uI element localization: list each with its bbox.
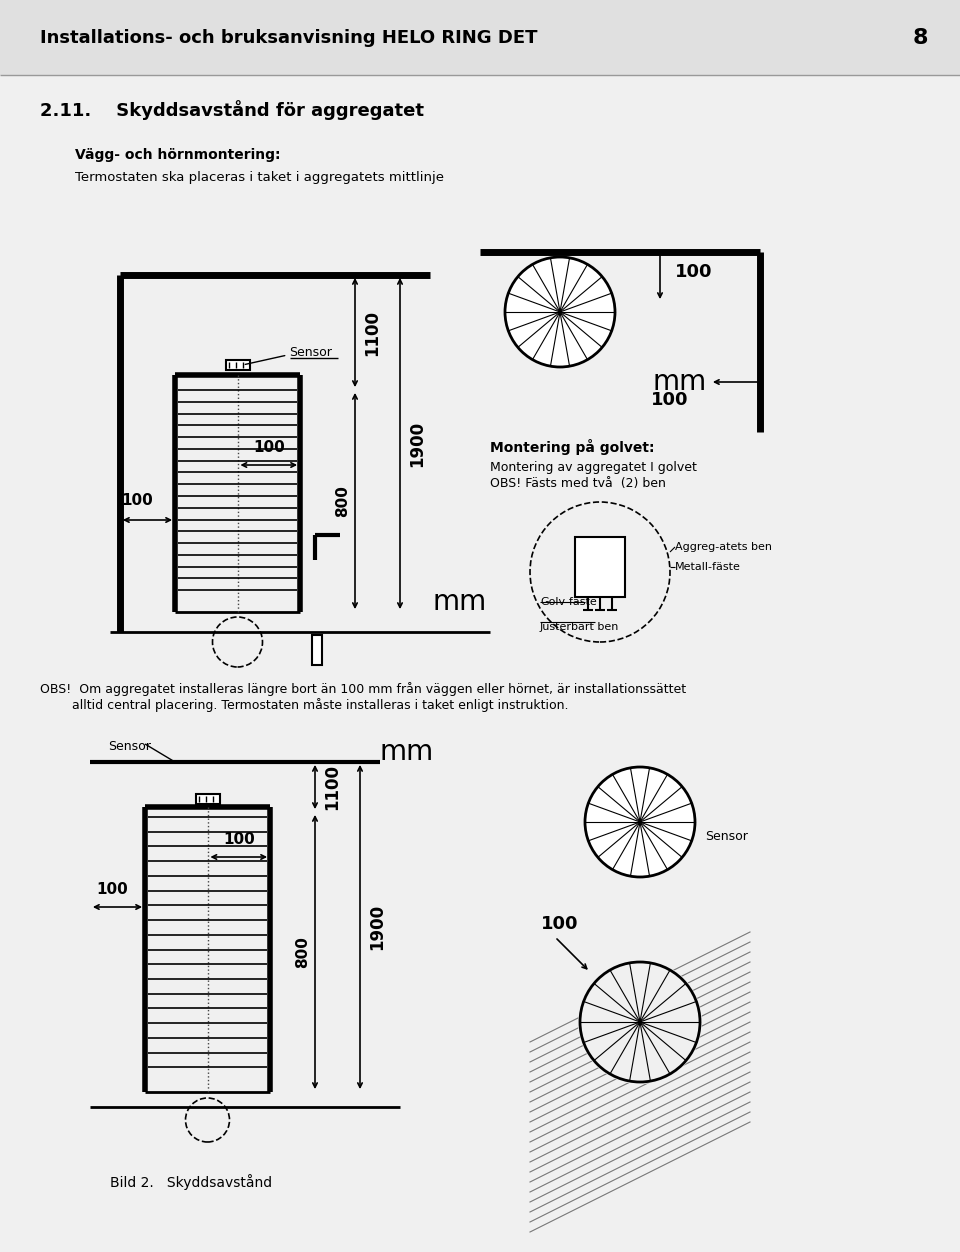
Text: 1100: 1100 [323, 764, 341, 810]
Text: 8: 8 [912, 28, 927, 48]
Text: 800: 800 [295, 936, 310, 968]
Text: Sensor: Sensor [290, 347, 332, 359]
Bar [226, 361, 250, 371]
Text: Justerbart ben: Justerbart ben [540, 622, 619, 632]
Text: mm: mm [380, 737, 434, 766]
Text: Montering på golvet:: Montering på golvet: [490, 439, 655, 454]
Text: Metall-fäste: Metall-fäste [675, 562, 741, 572]
Text: 1900: 1900 [368, 904, 386, 950]
Text: mm: mm [653, 368, 708, 396]
Circle shape [505, 257, 615, 367]
Text: 100: 100 [223, 833, 254, 848]
Text: mm: mm [433, 588, 487, 616]
Bar [312, 635, 322, 665]
Circle shape [578, 960, 702, 1084]
Text: Sensor: Sensor [108, 740, 151, 754]
Circle shape [585, 767, 695, 876]
Bar [0, 0, 960, 75]
Text: Bild 2.   Skyddsavstånd: Bild 2. Skyddsavstånd [110, 1174, 272, 1189]
Text: 100: 100 [97, 881, 129, 896]
Text: Termostaten ska placeras i taket i aggregatets mittlinje: Termostaten ska placeras i taket i aggre… [75, 172, 444, 184]
Text: 100: 100 [252, 439, 284, 454]
Text: 1100: 1100 [363, 309, 381, 356]
Text: 100: 100 [122, 493, 154, 508]
Text: Installations- och bruksanvisning HELO RING DET: Installations- och bruksanvisning HELO R… [40, 29, 538, 48]
Text: 100: 100 [541, 915, 579, 933]
Text: OBS! Fästs med två  (2) ben: OBS! Fästs med två (2) ben [490, 477, 666, 491]
Text: 800: 800 [335, 485, 350, 517]
Text: 2.11.    Skyddsavstånd för aggregatet: 2.11. Skyddsavstånd för aggregatet [40, 100, 424, 120]
Bar [196, 794, 220, 804]
Text: 1900: 1900 [408, 421, 426, 467]
Text: Vägg- och hörnmontering:: Vägg- och hörnmontering: [75, 148, 280, 162]
Text: Sensor: Sensor [705, 830, 748, 844]
Text: Montering av aggregatet I golvet: Montering av aggregatet I golvet [490, 461, 697, 473]
Text: Golv-fäste: Golv-fäste [540, 597, 597, 607]
Text: 100: 100 [651, 391, 688, 409]
Text: 100: 100 [675, 263, 712, 280]
Bar [575, 537, 625, 597]
Text: OBS!  Om aggregatet installeras längre bort än 100 mm från väggen eller hörnet, : OBS! Om aggregatet installeras längre bo… [40, 682, 686, 712]
Text: Aggreg-atets ben: Aggreg-atets ben [675, 542, 772, 552]
